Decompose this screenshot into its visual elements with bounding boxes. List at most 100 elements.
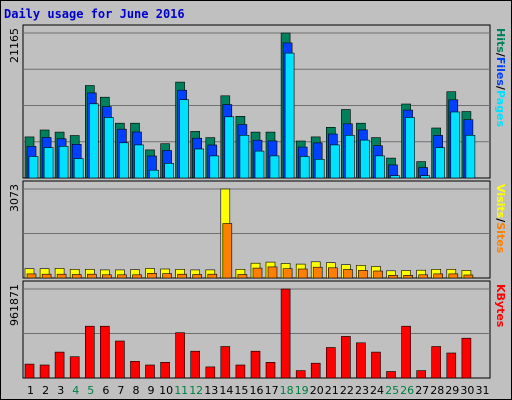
bar-pages-15 (239, 135, 250, 179)
bar-pages-4 (73, 158, 84, 179)
bar-pages-21 (329, 144, 340, 179)
bar-kbytes-19 (295, 370, 306, 379)
day-label-29: 29 (445, 384, 459, 397)
bar-kbytes-21 (325, 347, 336, 379)
day-label-31: 31 (476, 384, 490, 397)
legend-item-sites: Sites (494, 222, 507, 253)
bar-sites-18 (282, 268, 293, 279)
bar-pages-20 (314, 159, 325, 179)
bar-sites-14 (222, 223, 233, 279)
bar-sites-28 (433, 273, 444, 279)
legend-visits-sites: Visits/Sites (494, 184, 507, 254)
legend-item-files: Files (494, 57, 507, 87)
bar-pages-28 (435, 147, 446, 179)
bar-kbytes-13 (205, 366, 216, 379)
bar-sites-24 (373, 270, 383, 279)
day-label-13: 13 (204, 384, 218, 397)
legend-item-sep: / (494, 53, 507, 58)
day-label-9: 9 (148, 384, 155, 397)
bar-kbytes-27 (416, 370, 427, 379)
day-label-11: 11 (174, 384, 188, 397)
bar-kbytes-1 (24, 363, 35, 379)
bar-sites-22 (343, 269, 353, 279)
bar-kbytes-29 (446, 352, 457, 379)
bar-pages-24 (375, 155, 385, 179)
bar-sites-1 (26, 273, 37, 279)
bar-pages-14 (224, 116, 235, 179)
bar-pages-10 (164, 163, 174, 179)
legend-item-sep: / (494, 218, 507, 223)
bar-sites-3 (56, 273, 67, 279)
legend-kbytes: KBytes (494, 284, 507, 328)
bar-kbytes-26 (401, 325, 411, 379)
bar-kbytes-28 (431, 346, 442, 379)
day-label-27: 27 (415, 384, 429, 397)
day-label-7: 7 (117, 384, 124, 397)
ymax-label-hits-files-pages: 21165 (8, 28, 21, 63)
bar-pages-8 (134, 144, 144, 179)
bar-kbytes-17 (265, 361, 276, 379)
day-label-12: 12 (189, 384, 203, 397)
bar-sites-11 (177, 273, 187, 279)
bar-kbytes-7 (115, 340, 125, 379)
bar-pages-6 (104, 117, 114, 179)
bar-sites-29 (448, 273, 459, 279)
day-label-30: 30 (460, 384, 474, 397)
bar-sites-21 (327, 267, 338, 279)
legend-hits-files-pages: Hits/Files/Pages (494, 28, 507, 127)
bar-sites-4 (71, 274, 82, 279)
ymax-label-kbytes: 961871 (8, 284, 21, 326)
bar-kbytes-6 (100, 325, 110, 379)
bar-sites-26 (403, 274, 413, 279)
bar-pages-7 (119, 142, 129, 179)
bar-kbytes-11 (175, 332, 185, 379)
bar-kbytes-30 (461, 337, 472, 379)
day-label-24: 24 (370, 384, 384, 397)
bar-sites-13 (207, 273, 218, 279)
bar-sites-27 (418, 274, 429, 279)
bar-sites-30 (463, 274, 474, 279)
bar-sites-7 (117, 274, 127, 279)
day-label-1: 1 (27, 384, 34, 397)
bar-sites-10 (162, 273, 172, 279)
bar-pages-5 (89, 103, 99, 179)
chart-bars (24, 32, 476, 379)
bar-kbytes-9 (145, 364, 155, 379)
bar-pages-2 (43, 147, 54, 179)
chart-title: Daily usage for June 2016 (4, 7, 185, 21)
bar-sites-17 (267, 266, 278, 279)
bar-kbytes-24 (371, 351, 381, 379)
bar-pages-23 (360, 139, 370, 179)
day-label-19: 19 (295, 384, 309, 397)
bar-kbytes-3 (54, 351, 65, 379)
bar-kbytes-8 (130, 360, 140, 379)
bar-sites-12 (192, 274, 202, 279)
day-label-23: 23 (355, 384, 369, 397)
bar-pages-27 (420, 175, 431, 179)
bar-kbytes-16 (250, 350, 261, 379)
bar-kbytes-12 (190, 350, 200, 379)
bar-pages-1 (28, 156, 39, 179)
bar-kbytes-10 (160, 361, 170, 379)
bar-kbytes-18 (280, 288, 291, 379)
legend-item-visits: Visits (494, 184, 507, 219)
bar-sites-2 (41, 273, 52, 279)
day-label-8: 8 (133, 384, 140, 397)
bar-pages-30 (465, 135, 476, 179)
bar-pages-26 (405, 117, 415, 179)
bar-pages-18 (284, 52, 295, 179)
bar-pages-25 (390, 175, 400, 179)
day-label-3: 3 (57, 384, 64, 397)
day-label-25: 25 (385, 384, 399, 397)
day-label-10: 10 (159, 384, 173, 397)
bar-kbytes-23 (356, 342, 366, 379)
day-label-17: 17 (265, 384, 279, 397)
bar-pages-16 (254, 150, 265, 179)
bar-sites-20 (312, 266, 323, 279)
bar-kbytes-5 (85, 325, 95, 379)
bar-sites-8 (132, 274, 142, 279)
bar-pages-9 (149, 169, 159, 179)
bar-pages-11 (179, 99, 189, 179)
panel-visits-sites (22, 180, 491, 279)
